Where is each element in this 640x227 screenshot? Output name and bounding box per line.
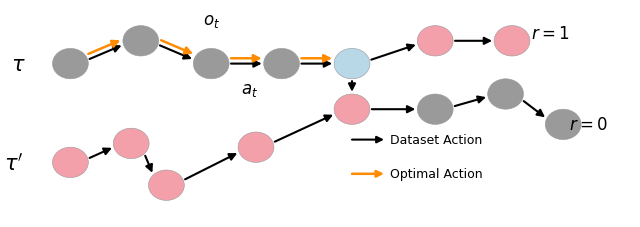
Ellipse shape [334, 95, 370, 125]
Text: $\tau'$: $\tau'$ [4, 152, 24, 174]
Ellipse shape [193, 49, 229, 79]
Ellipse shape [113, 129, 149, 159]
Text: $\tau$: $\tau$ [11, 54, 25, 74]
Ellipse shape [494, 27, 530, 57]
Text: $o_t$: $o_t$ [203, 12, 220, 30]
Text: $r=1$: $r=1$ [531, 25, 570, 43]
Ellipse shape [52, 49, 88, 79]
Ellipse shape [417, 27, 453, 57]
Ellipse shape [238, 132, 274, 163]
Ellipse shape [334, 49, 370, 79]
Text: $a_t$: $a_t$ [241, 80, 258, 98]
Ellipse shape [52, 148, 88, 178]
Ellipse shape [123, 27, 159, 57]
Ellipse shape [148, 170, 184, 200]
Text: Optimal Action: Optimal Action [390, 168, 483, 180]
Ellipse shape [545, 110, 581, 140]
Ellipse shape [417, 95, 453, 125]
Text: Dataset Action: Dataset Action [390, 133, 483, 146]
Ellipse shape [488, 79, 524, 110]
Ellipse shape [264, 49, 300, 79]
Text: $r=0$: $r=0$ [570, 116, 608, 134]
